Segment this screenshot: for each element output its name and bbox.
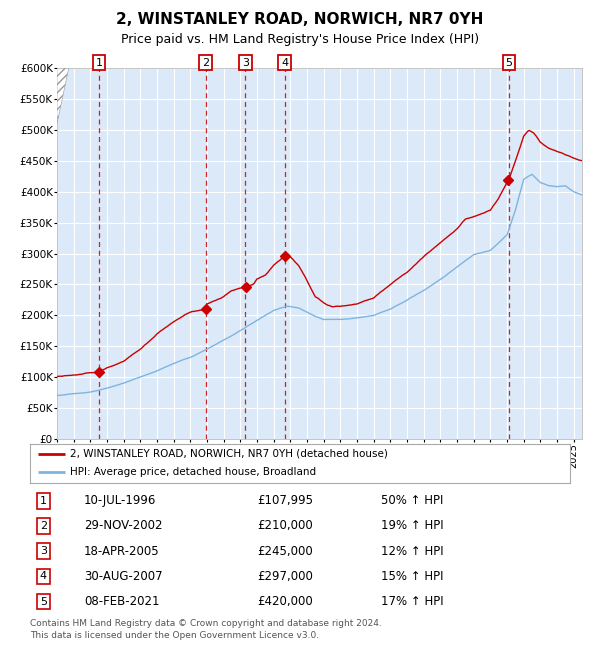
Text: 2, WINSTANLEY ROAD, NORWICH, NR7 0YH (detached house): 2, WINSTANLEY ROAD, NORWICH, NR7 0YH (de… [71,448,388,459]
Text: 10-JUL-1996: 10-JUL-1996 [84,494,157,507]
Text: £297,000: £297,000 [257,570,313,583]
Text: 1: 1 [40,496,47,506]
Text: 08-FEB-2021: 08-FEB-2021 [84,595,160,608]
Text: £245,000: £245,000 [257,545,313,558]
Text: 2: 2 [40,521,47,531]
Text: 5: 5 [505,57,512,68]
Text: 15% ↑ HPI: 15% ↑ HPI [381,570,443,583]
Text: 3: 3 [242,57,249,68]
Text: 29-NOV-2002: 29-NOV-2002 [84,519,163,532]
Text: £210,000: £210,000 [257,519,313,532]
Text: 4: 4 [281,57,288,68]
Text: 2: 2 [202,57,209,68]
Text: 1: 1 [95,57,103,68]
Text: 30-AUG-2007: 30-AUG-2007 [84,570,163,583]
Text: 17% ↑ HPI: 17% ↑ HPI [381,595,443,608]
Text: 3: 3 [40,546,47,556]
Text: 12% ↑ HPI: 12% ↑ HPI [381,545,443,558]
Polygon shape [57,68,68,124]
Text: Price paid vs. HM Land Registry's House Price Index (HPI): Price paid vs. HM Land Registry's House … [121,32,479,46]
Text: 19% ↑ HPI: 19% ↑ HPI [381,519,443,532]
Text: This data is licensed under the Open Government Licence v3.0.: This data is licensed under the Open Gov… [30,630,319,640]
Text: 4: 4 [40,571,47,581]
Text: Contains HM Land Registry data © Crown copyright and database right 2024.: Contains HM Land Registry data © Crown c… [30,619,382,628]
Text: HPI: Average price, detached house, Broadland: HPI: Average price, detached house, Broa… [71,467,317,477]
Text: 50% ↑ HPI: 50% ↑ HPI [381,494,443,507]
Text: £420,000: £420,000 [257,595,313,608]
Text: £107,995: £107,995 [257,494,313,507]
Text: 18-APR-2005: 18-APR-2005 [84,545,160,558]
Text: 2, WINSTANLEY ROAD, NORWICH, NR7 0YH: 2, WINSTANLEY ROAD, NORWICH, NR7 0YH [116,12,484,27]
Text: 5: 5 [40,597,47,606]
